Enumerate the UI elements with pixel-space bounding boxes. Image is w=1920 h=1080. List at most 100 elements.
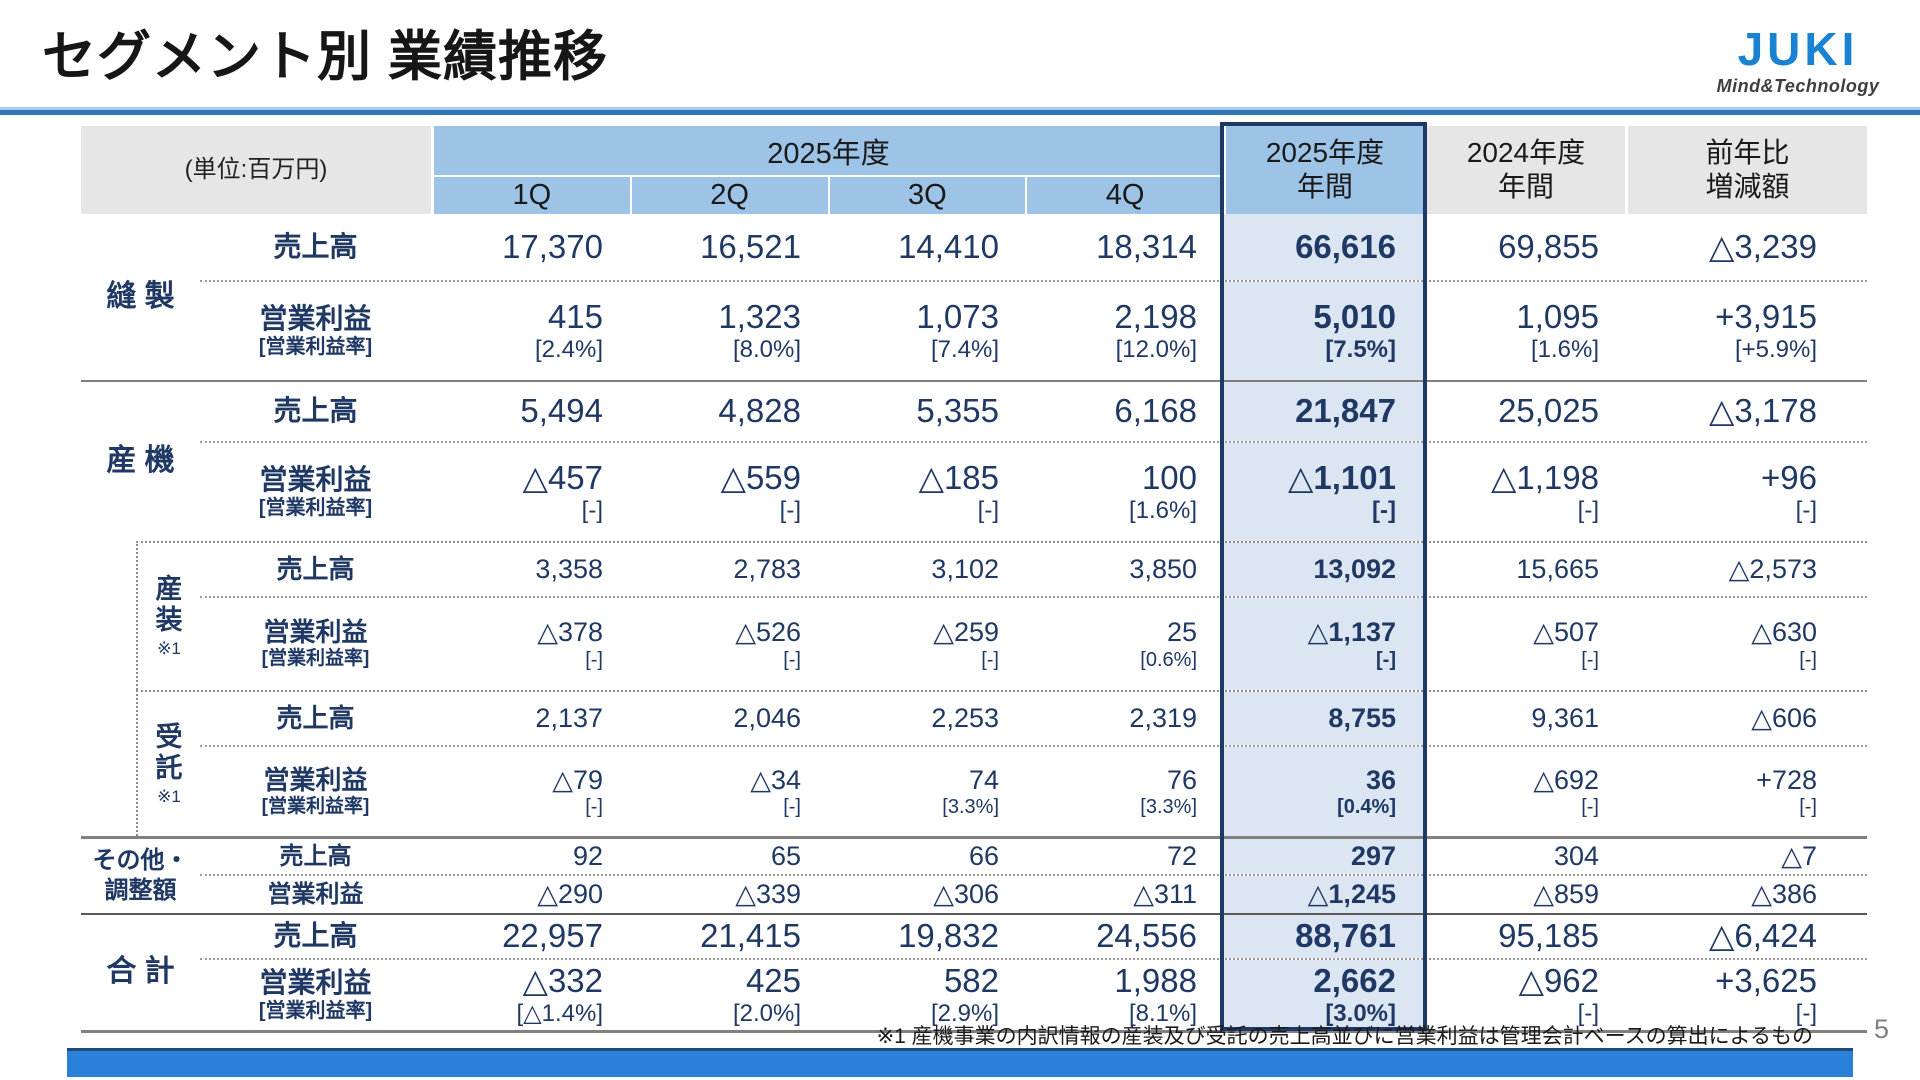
value-cell: 3,358 [431,543,629,596]
value-cell: △378 [-] [431,598,629,690]
value-cell: 2,253 [827,692,1025,745]
quarter-header-row: 1Q 2Q 3Q 4Q [434,175,1223,214]
metric-label: 営業利益 [営業利益率] [200,282,431,380]
table-row-profit: 営業利益 [営業利益率] △332 [△1.4%] 425 [2.0%] 582 [2.9%]… [200,960,1867,1030]
value-cell: 3,102 [827,543,1025,596]
value-number: 425 [745,962,801,1000]
segment-label: その他・ 調整額 [81,839,200,913]
value-cell: 19,832 [827,915,1025,958]
value-number: △259 [933,617,999,648]
value-cell: 16,521 [629,214,827,280]
value-number: △3,178 [1709,392,1817,430]
value-cell: △311 [1025,876,1223,913]
table-row-sales: 売上高 5,494 4,828 5,355 6,168 21,847 25,025 △3,17… [200,382,1867,443]
value-number: 15,665 [1516,553,1599,584]
table-row-sales: 売上高 22,957 21,415 19,832 24,556 88,761 95,185 △… [200,915,1867,960]
value-margin: [2.9%] [930,1000,999,1028]
segment-rows: 売上高 22,957 21,415 19,832 24,556 88,761 95,185 △… [200,915,1867,1030]
value-number: 2,253 [931,702,999,733]
value-cell: 5,355 [827,382,1025,441]
value-cell: △34 [-] [629,747,827,836]
value-number: △290 [537,878,603,909]
value-number: 13,092 [1313,553,1396,584]
value-number: △34 [750,764,801,795]
value-number: 76 [1166,764,1197,795]
value-number: 2,046 [733,702,801,733]
metric-label: 営業利益 [営業利益率] [200,960,431,1030]
value-number: △507 [1533,617,1599,648]
segment-rows: 売上高 92 65 66 72 297 304 △7 営業利益 △290 △339 △306 △311 △… [200,839,1867,913]
value-number: +728 [1756,764,1817,795]
table-row-profit: 営業利益 [営業利益率] △457 [-] △559 [-] △185 [-] 100 [1.6%… [200,443,1867,541]
value-number: △692 [1533,764,1599,795]
value-cell: 74 [3.3%] [827,747,1025,836]
value-margin: [-] [585,796,603,819]
value-margin: [-] [1581,796,1599,819]
value-number: 297 [1350,840,1396,871]
segment-footnote-ref: ※1 [157,639,181,659]
value-cell: 21,415 [629,915,827,958]
value-margin: [-] [1372,497,1396,525]
metric-label-text: 営業利益 [259,303,372,335]
table-body: 縫 製売上高 17,370 16,521 14,410 18,314 66,616 69,8… [81,214,1867,1033]
value-cell: 69,855 [1424,214,1625,280]
segment-rows: 売上高 17,370 16,521 14,410 18,314 66,616 69,855 △… [200,214,1867,380]
segment-label: 産 機 [81,382,200,541]
value-number: 100 [1141,459,1197,497]
table-row-profit: 営業利益 [営業利益率] 415 [2.4%] 1,323 [8.0%] 1,073 [7.4… [200,282,1867,380]
page-number: 5 [1874,1014,1890,1044]
bottom-accent-bar [67,1048,1853,1077]
table-row-sales: 売上高 92 65 66 72 297 304 △7 [200,839,1867,876]
value-margin: [3.0%] [1325,1000,1396,1028]
metric-label-text: 営業利益 [259,967,372,999]
value-number: △79 [552,764,603,795]
value-margin: [-] [977,497,999,525]
value-cell: 18,314 [1025,214,1223,280]
value-number: 14,410 [898,227,999,265]
table-header: (単位:百万円) 2025年度 1Q 2Q 3Q 4Q 2025年度 年間 20… [81,126,1867,214]
header-yoy-change: 前年比 増減額 [1625,126,1867,214]
fy2025-group-header: 2025年度 [434,126,1223,175]
value-margin: [3.3%] [942,796,999,819]
margin-label-text: [営業利益率] [258,335,373,358]
value-number: △1,245 [1307,878,1396,909]
value-number: △1,198 [1491,459,1599,497]
value-number: 65 [770,840,801,871]
value-number: 304 [1553,840,1599,871]
value-cell: △630 [-] [1625,598,1867,690]
value-margin: [2.4%] [534,336,603,364]
value-cell: 4,828 [629,382,827,441]
value-margin: [-] [1581,648,1599,671]
value-cell: △7 [1625,839,1867,874]
segment-group-sanso: 産 装 ※1 売上高 3,358 2,783 3,102 3,850 13,092 15,665… [81,541,1867,690]
value-number: △1,137 [1307,617,1396,648]
value-cell: 9,361 [1424,692,1625,745]
value-cell: △1,245 [1223,876,1424,913]
value-cell: △1,198 [-] [1424,443,1625,541]
value-margin: [7.4%] [930,336,999,364]
title-divider [0,107,1920,115]
value-number: △526 [735,617,801,648]
metric-label: 売上高 [200,214,431,280]
value-number: 4,828 [718,392,801,430]
segment-label-text: 縫 製 [106,279,175,313]
value-cell: △3,239 [1625,214,1867,280]
segment-group-jutaku: 受 託 ※1 売上高 2,137 2,046 2,253 2,319 8,755 9,361 △6… [81,690,1867,836]
value-number: 72 [1166,840,1197,871]
value-margin: [-] [783,648,801,671]
value-number: 25 [1166,617,1197,648]
value-cell: △2,573 [1625,543,1867,596]
value-number: 6,168 [1114,392,1197,430]
table-row-sales: 売上高 3,358 2,783 3,102 3,850 13,092 15,665 △2,57… [200,543,1867,598]
value-number: 1,095 [1516,298,1599,336]
value-cell: △332 [△1.4%] [431,960,629,1030]
sub-segment-block: 産 装 ※1 売上高 3,358 2,783 3,102 3,850 13,092 15,665… [136,541,1867,690]
value-margin: [△1.4%] [516,1000,604,1028]
value-number: △606 [1751,702,1817,733]
value-cell: 100 [1.6%] [1025,443,1223,541]
margin-label-text: [営業利益率] [261,648,370,670]
value-number: 21,847 [1295,392,1396,430]
value-cell: 297 [1223,839,1424,874]
segment-label-text: 産 装 [155,574,183,636]
value-cell: 24,556 [1025,915,1223,958]
